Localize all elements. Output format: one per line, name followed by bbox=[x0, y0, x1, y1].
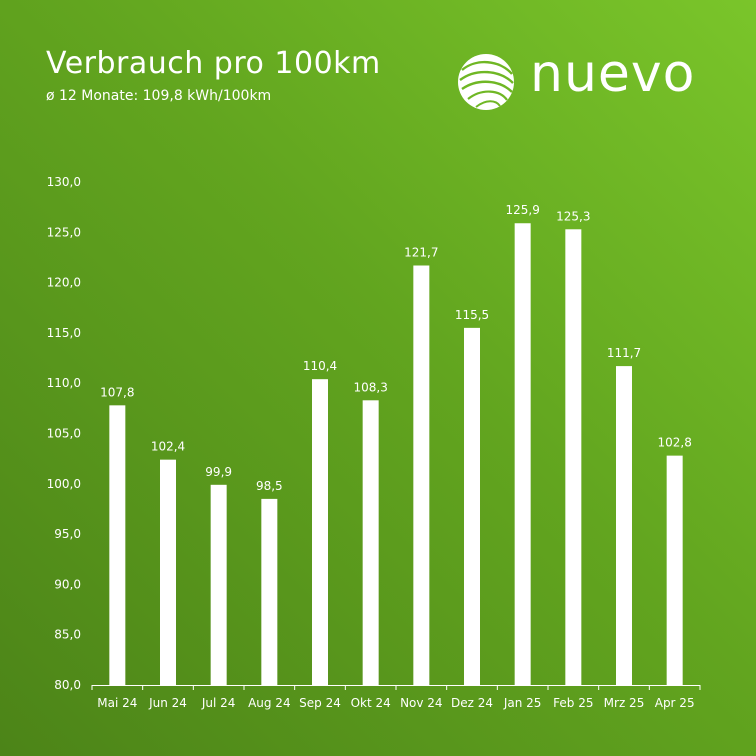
y-tick-label: 110,0 bbox=[47, 376, 81, 390]
x-tick-label: Apr 25 bbox=[655, 696, 695, 710]
bar bbox=[109, 405, 126, 685]
nuevo-logo: nuevo bbox=[456, 44, 718, 112]
bars bbox=[109, 223, 683, 686]
value-label: 115,5 bbox=[455, 308, 489, 322]
chart-subtitle: ø 12 Monate: 109,8 kWh/100km bbox=[46, 88, 272, 104]
chart-title: Verbrauch pro 100km bbox=[46, 46, 381, 81]
value-label: 98,5 bbox=[256, 479, 283, 493]
bar bbox=[413, 265, 430, 685]
y-tick-label: 130,0 bbox=[47, 175, 81, 189]
bar bbox=[616, 366, 632, 685]
value-label: 125,9 bbox=[505, 203, 539, 217]
value-label: 102,8 bbox=[657, 436, 691, 450]
x-axis-labels: Mai 24 Jun 24 Jul 24 Aug 24 Sep 24 Okt 24 Nov … bbox=[97, 696, 694, 710]
globe-icon bbox=[458, 54, 514, 110]
bar bbox=[565, 229, 582, 686]
value-label: 108,3 bbox=[353, 380, 387, 394]
y-tick-label: 80,0 bbox=[54, 678, 81, 692]
bar bbox=[362, 400, 379, 685]
bar bbox=[312, 379, 328, 685]
x-tick-label: Jun 24 bbox=[148, 696, 187, 710]
x-tick-label: Nov 24 bbox=[400, 696, 443, 710]
x-tick-label: Jan 25 bbox=[503, 696, 542, 710]
bar bbox=[464, 327, 480, 685]
value-label: 107,8 bbox=[100, 385, 134, 399]
y-tick-label: 95,0 bbox=[54, 527, 81, 541]
y-tick-label: 105,0 bbox=[47, 427, 81, 441]
y-tick-label: 100,0 bbox=[47, 477, 81, 491]
value-label: 102,4 bbox=[151, 440, 185, 454]
y-tick-label: 85,0 bbox=[54, 628, 81, 642]
value-label: 110,4 bbox=[303, 359, 337, 373]
y-tick-label: 120,0 bbox=[47, 276, 81, 290]
bar bbox=[210, 484, 227, 685]
value-label: 121,7 bbox=[404, 245, 438, 259]
y-tick-label: 125,0 bbox=[47, 225, 81, 239]
value-label: 99,9 bbox=[205, 465, 232, 479]
x-tick-label: Okt 24 bbox=[351, 696, 391, 710]
value-label: 111,7 bbox=[607, 346, 641, 360]
x-tick-label: Sep 24 bbox=[299, 696, 341, 710]
x-tick-label: Dez 24 bbox=[451, 696, 493, 710]
x-tick-label: Mrz 25 bbox=[604, 696, 645, 710]
value-labels: 107,8 102,4 99,9 98,5 110,4 108,3 121,7 115,5 12… bbox=[100, 203, 692, 493]
bar bbox=[514, 223, 531, 685]
x-tick-label: Aug 24 bbox=[248, 696, 291, 710]
value-label: 125,3 bbox=[556, 209, 590, 223]
x-axis bbox=[91, 685, 701, 690]
x-tick-label: Feb 25 bbox=[553, 696, 593, 710]
y-tick-label: 115,0 bbox=[47, 326, 81, 340]
bar bbox=[261, 498, 278, 685]
bar bbox=[160, 459, 176, 685]
bar bbox=[666, 455, 683, 685]
y-axis-labels: 80,0 85,0 90,0 95,0 100,0 105,0 110,0 115,0 120,… bbox=[47, 175, 81, 692]
x-tick-label: Mai 24 bbox=[97, 696, 137, 710]
y-tick-label: 90,0 bbox=[54, 577, 81, 591]
logo-wordmark: nuevo bbox=[530, 44, 696, 104]
x-tick-label: Jul 24 bbox=[201, 696, 236, 710]
